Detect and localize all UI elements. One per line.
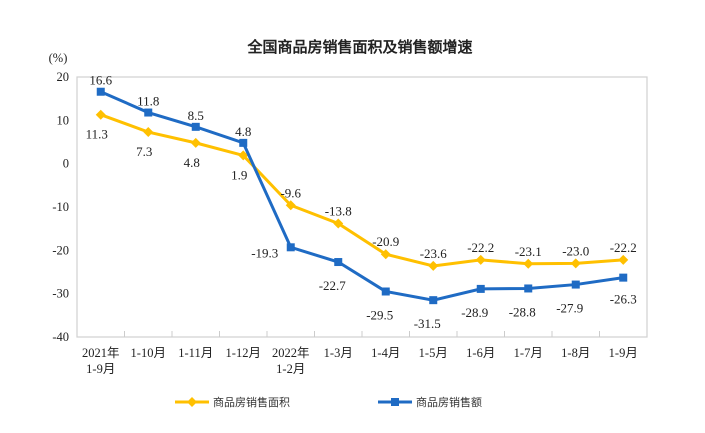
- data-point: [286, 243, 295, 252]
- data-point: [143, 127, 154, 138]
- y-tick-label: -40: [52, 330, 69, 344]
- data-point: [144, 108, 153, 117]
- y-tick-label: 10: [57, 113, 70, 127]
- data-point: [380, 249, 391, 260]
- y-tick-label: 20: [57, 70, 70, 84]
- data-point: [428, 260, 439, 271]
- y-tick-label: 0: [63, 157, 69, 171]
- data-label: 4.8: [184, 155, 200, 170]
- data-point: [333, 218, 344, 229]
- data-point: [190, 137, 201, 148]
- data-label: -31.5: [414, 316, 441, 331]
- data-label: 16.6: [89, 73, 112, 88]
- x-tick-label: 1-10月: [131, 346, 166, 360]
- data-point: [618, 254, 629, 265]
- data-label: -22.2: [610, 240, 637, 255]
- data-point: [476, 284, 485, 293]
- data-label: -27.9: [556, 301, 583, 316]
- data-label: 8.5: [188, 108, 204, 123]
- data-label: 11.8: [137, 94, 159, 109]
- x-tick-label: 1-9月: [609, 346, 638, 360]
- data-label: -26.3: [610, 292, 637, 307]
- data-point: [238, 150, 249, 161]
- data-label: -22.7: [319, 278, 347, 293]
- x-tick-label: 1-9月: [86, 362, 115, 376]
- data-point: [475, 254, 486, 265]
- x-tick-label: 1-12月: [226, 346, 261, 360]
- data-label: 1.9: [231, 167, 247, 182]
- data-point: [96, 87, 105, 96]
- y-tick-label: -30: [52, 287, 69, 301]
- data-label: -23.1: [515, 244, 542, 259]
- legend-label: 商品房销售面积: [213, 395, 290, 409]
- data-label: -13.8: [325, 203, 352, 218]
- data-point: [191, 122, 200, 131]
- data-label: -29.5: [366, 308, 393, 323]
- series-line-sales-amount: [100, 90, 624, 302]
- data-label: -28.8: [509, 304, 536, 319]
- legend-label: 商品房销售额: [416, 395, 482, 409]
- x-tick-label: 1-6月: [466, 346, 495, 360]
- data-point: [334, 258, 343, 267]
- data-label: -9.6: [280, 185, 301, 200]
- data-label: 11.3: [86, 127, 108, 142]
- data-point: [239, 138, 248, 147]
- legend-marker: [187, 397, 197, 407]
- series-line-sales-area: [100, 113, 624, 268]
- data-label: 7.3: [136, 144, 152, 159]
- legend-marker: [391, 398, 399, 406]
- data-label: -28.9: [461, 305, 488, 320]
- x-tick-label: 2022年: [272, 346, 310, 360]
- y-tick-label: -10: [52, 200, 69, 214]
- data-point: [381, 287, 390, 296]
- data-point: [429, 296, 438, 305]
- chart-title: 全国商品房销售面积及销售额增速: [246, 38, 472, 56]
- data-point: [523, 258, 534, 269]
- x-tick-label: 1-7月: [514, 346, 543, 360]
- data-point: [524, 284, 533, 293]
- y-axis-unit: (%): [49, 51, 68, 65]
- x-tick-label: 1-11月: [178, 346, 213, 360]
- data-point: [570, 258, 581, 269]
- data-point: [571, 280, 580, 289]
- x-tick-label: 1-2月: [276, 362, 305, 376]
- data-label: -19.3: [251, 245, 278, 260]
- y-tick-label: -20: [52, 243, 69, 257]
- x-tick-label: 1-3月: [324, 346, 353, 360]
- x-tick-label: 1-5月: [419, 346, 448, 360]
- x-tick-label: 2021年: [82, 346, 120, 360]
- data-point: [285, 200, 296, 211]
- x-tick-label: 1-8月: [561, 346, 590, 360]
- data-point: [619, 273, 628, 282]
- x-tick-label: 1-4月: [371, 346, 400, 360]
- data-label: -20.9: [372, 234, 399, 249]
- data-point: [95, 109, 106, 120]
- data-label: -22.2: [467, 240, 494, 255]
- data-label: 4.8: [235, 124, 251, 139]
- data-label: -23.6: [420, 246, 448, 261]
- data-label: -23.0: [562, 243, 589, 258]
